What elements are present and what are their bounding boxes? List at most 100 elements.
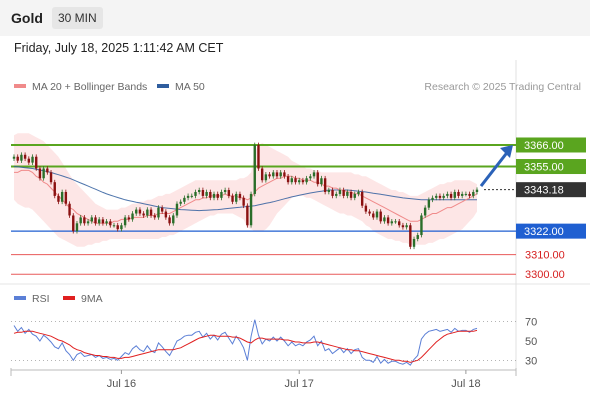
candle-body xyxy=(286,176,290,183)
current-price-label: 3343.18 xyxy=(524,185,564,197)
candle-body xyxy=(116,225,119,230)
support-label: 3300.00 xyxy=(525,269,565,281)
candle-body xyxy=(349,191,353,198)
legend-label-rsi: RSI xyxy=(32,293,50,305)
candle-body xyxy=(309,176,312,179)
candle-body xyxy=(401,225,405,228)
candle-body xyxy=(212,193,216,198)
candle-body xyxy=(72,215,75,232)
timeframe-badge[interactable]: 30 MIN xyxy=(52,7,103,29)
rsi-tick-label: 30 xyxy=(525,355,537,367)
candle-body xyxy=(160,207,164,212)
candle-body xyxy=(409,225,412,247)
candle-body xyxy=(127,217,131,220)
candle-body xyxy=(12,156,16,159)
candle-body xyxy=(90,217,93,222)
candle-body xyxy=(142,213,145,216)
candle-body xyxy=(205,191,208,196)
legend-swatch-rsi xyxy=(14,296,26,300)
candle-body xyxy=(372,213,375,218)
candle-body xyxy=(175,203,179,216)
candle-body xyxy=(272,172,275,177)
candle-body xyxy=(49,172,53,183)
candle-body xyxy=(438,195,442,198)
candle-body xyxy=(220,191,223,198)
candle-body xyxy=(412,238,416,247)
candle-body xyxy=(346,191,349,196)
candle-body xyxy=(75,223,79,232)
candle-body xyxy=(394,221,397,223)
candle-body xyxy=(375,211,379,218)
candle-body xyxy=(97,219,101,224)
candle-body xyxy=(57,195,60,202)
candle-body xyxy=(279,172,282,177)
candle-body xyxy=(183,197,186,202)
candle-body xyxy=(468,193,471,196)
candle-body xyxy=(453,191,456,198)
candle-body xyxy=(268,174,271,177)
candle-body xyxy=(301,180,305,183)
candle-body xyxy=(442,195,445,198)
datetime-label: Friday, July 18, 2025 1:11:42 AM CET xyxy=(14,41,224,55)
candle-body xyxy=(194,191,197,196)
candle-body xyxy=(198,190,201,192)
resistance-label-box xyxy=(516,137,586,153)
candle-body xyxy=(390,221,394,224)
resistance-label: 3366.00 xyxy=(524,140,564,152)
candle-body xyxy=(368,211,371,214)
candle-body xyxy=(112,225,116,227)
candle-body xyxy=(416,235,419,239)
candle-body xyxy=(427,199,431,208)
candle-body xyxy=(190,195,193,197)
candle-body xyxy=(275,172,279,177)
resistance-label-box xyxy=(516,159,586,175)
candle-body xyxy=(105,221,108,224)
candle-body xyxy=(398,221,401,226)
pivot-label: 3322.00 xyxy=(524,226,564,238)
candle-body xyxy=(320,178,323,185)
candle-body xyxy=(216,193,219,198)
time-tick-label: Jul 16 xyxy=(107,378,136,390)
candle-body xyxy=(235,193,238,202)
rsi-line xyxy=(13,319,478,366)
candle-body xyxy=(420,215,423,236)
axis-layer: Jul 16 Jul 17 Jul 18 xyxy=(107,370,481,390)
candle-body xyxy=(305,178,308,183)
candle-body xyxy=(253,144,256,194)
candle-body xyxy=(379,211,382,222)
pivot-label-box xyxy=(516,223,586,239)
candle-body xyxy=(20,154,23,161)
candles-layer xyxy=(12,142,513,250)
time-tick-label: Jul 17 xyxy=(285,378,314,390)
candle-body xyxy=(31,156,34,163)
candle-body xyxy=(209,191,212,198)
candle-body xyxy=(238,193,242,198)
candle-body xyxy=(357,191,360,194)
candle-body xyxy=(223,190,227,192)
candle-body xyxy=(168,217,171,224)
candle-body xyxy=(149,209,153,216)
candle-body xyxy=(186,195,190,198)
candle-body xyxy=(386,217,390,224)
candle-body xyxy=(35,156,38,169)
rsi-ma-line xyxy=(13,329,478,363)
candle-body xyxy=(94,217,97,224)
candle-body xyxy=(164,211,168,218)
candle-body xyxy=(135,209,138,214)
level-lines-layer: 3366.00 3355.00 3343.18 3322.00 3310.00 3300.… xyxy=(11,137,586,281)
candle-body xyxy=(364,205,368,212)
candle-body xyxy=(101,219,105,224)
candle-body xyxy=(68,203,71,216)
candle-body xyxy=(449,193,453,198)
candle-body xyxy=(27,158,31,163)
candle-body xyxy=(360,191,364,206)
candle-body xyxy=(353,193,356,198)
legend-label-ma50: MA 50 xyxy=(175,81,205,93)
candle-body xyxy=(172,215,175,224)
legend-swatch-rsi-ma xyxy=(63,296,75,300)
credit-text: Research © 2025 Trading Central xyxy=(424,81,581,93)
candle-body xyxy=(475,189,479,192)
legend-label-rsi-ma: 9MA xyxy=(81,293,103,305)
rsi-tick-label: 50 xyxy=(525,336,537,348)
